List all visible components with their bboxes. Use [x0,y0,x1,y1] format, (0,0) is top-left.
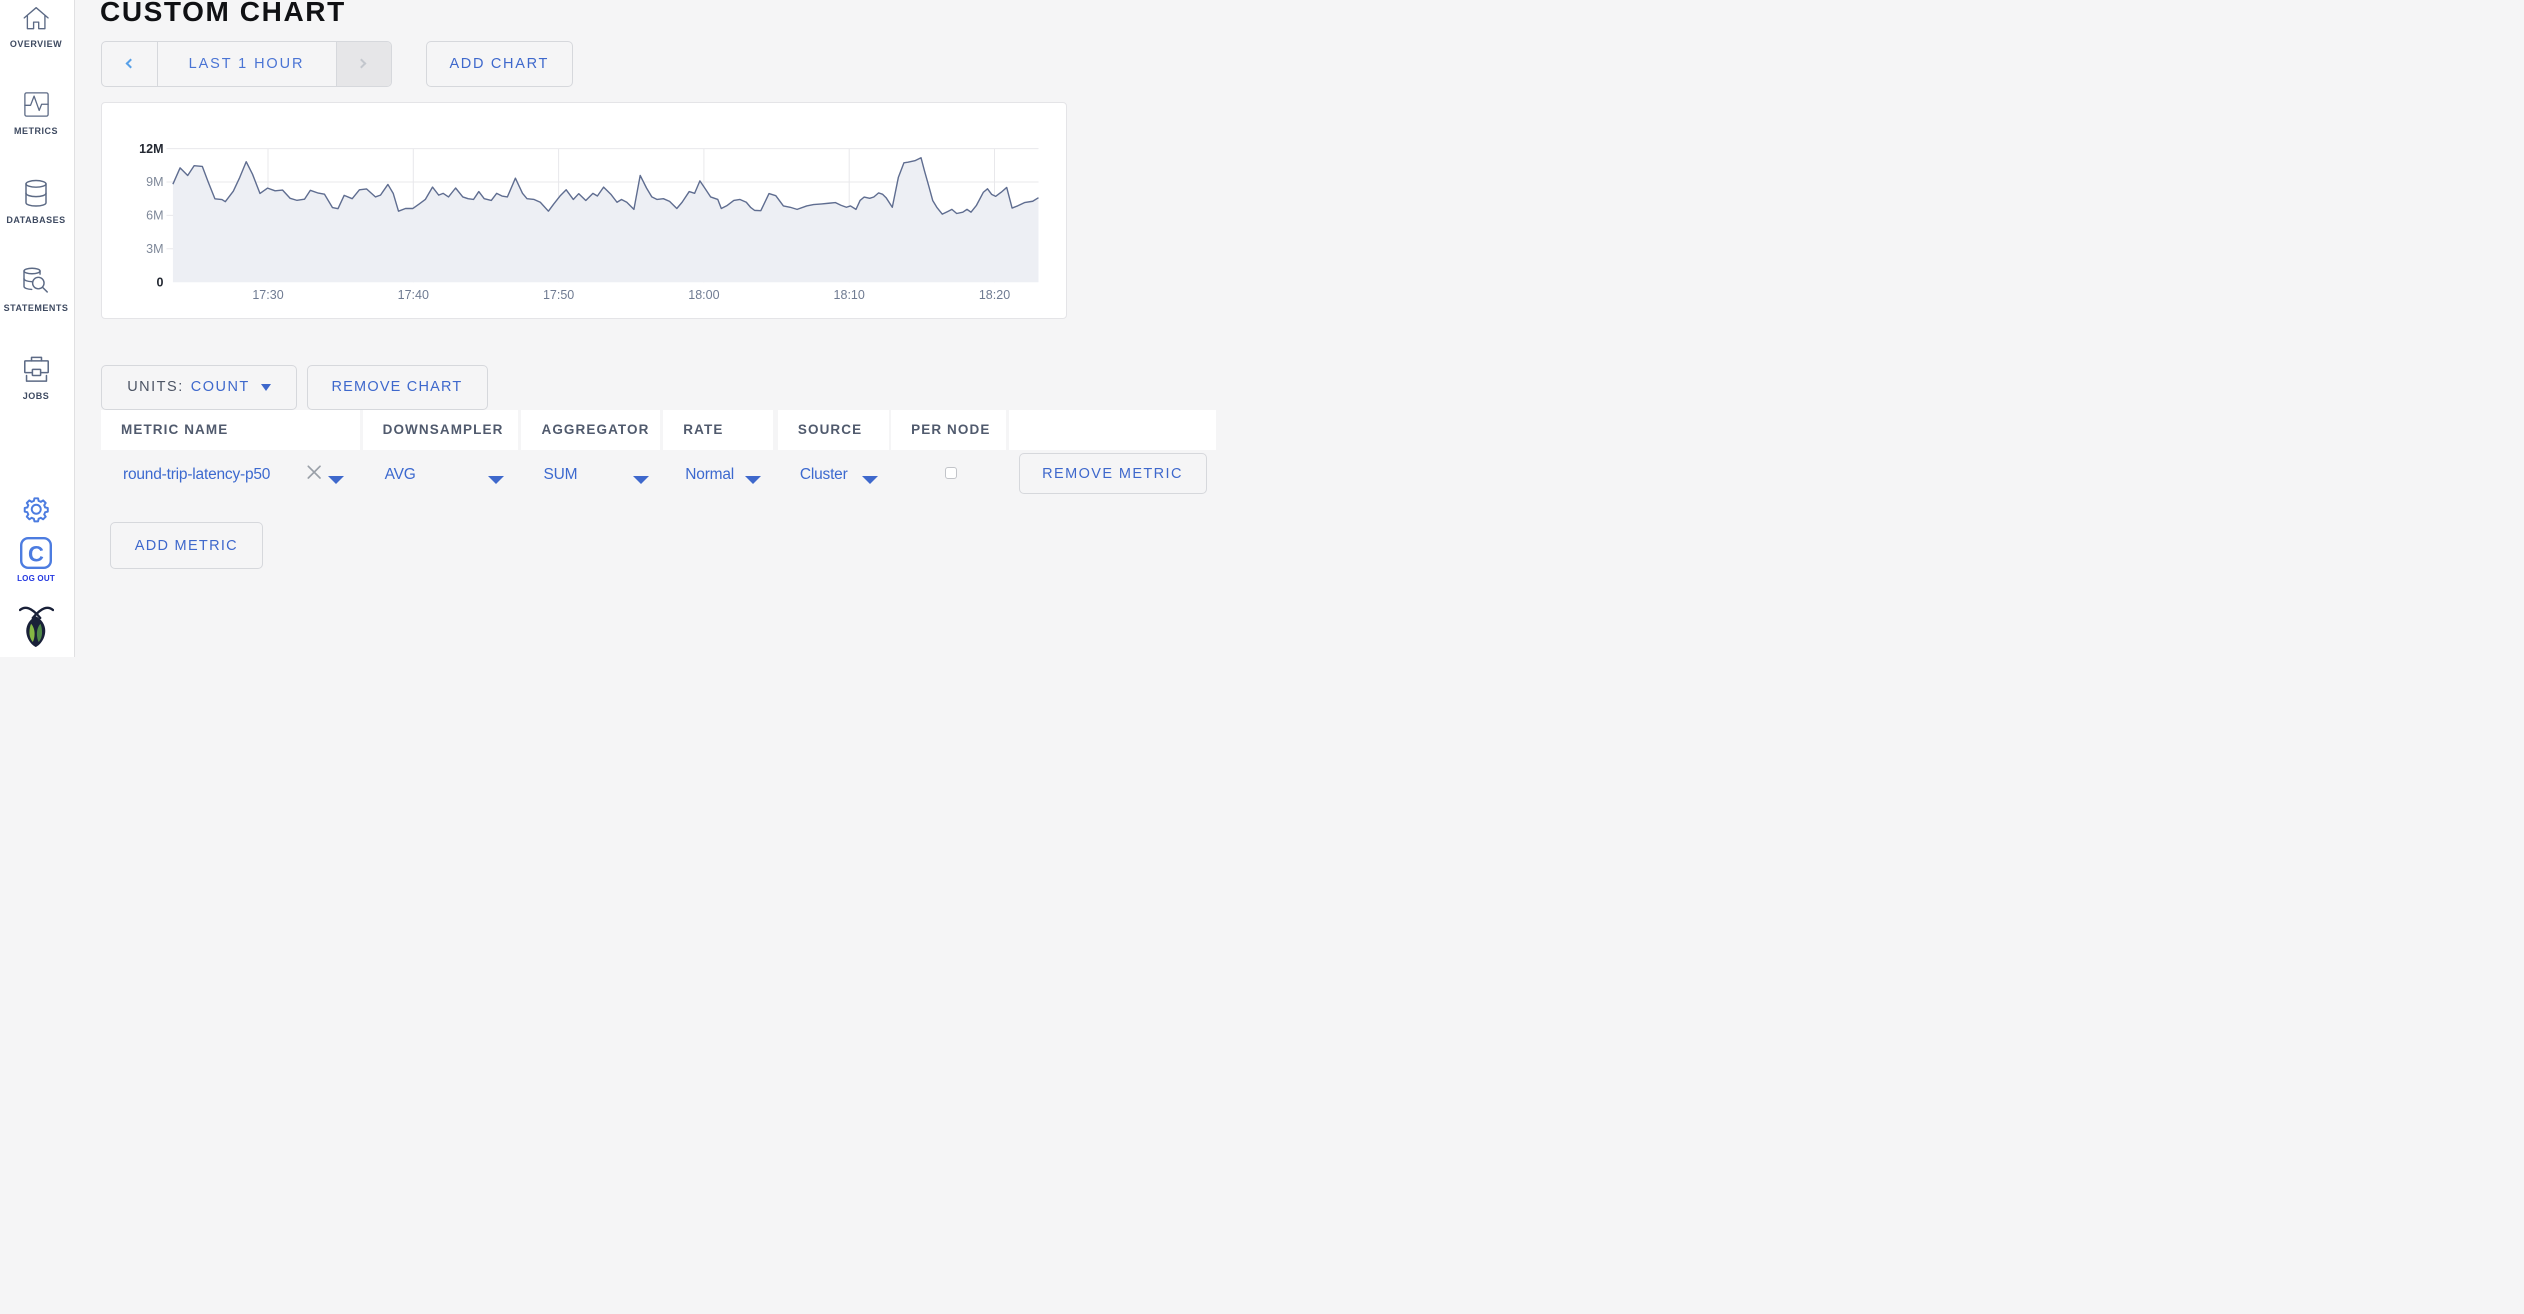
svg-text:17:30: 17:30 [252,288,283,302]
svg-text:0: 0 [156,275,163,289]
svg-text:18:00: 18:00 [688,288,719,302]
svg-text:17:50: 17:50 [542,288,573,302]
svg-text:6M: 6M [146,209,163,223]
svg-text:17:40: 17:40 [397,288,428,302]
svg-text:9M: 9M [146,175,163,189]
svg-text:18:20: 18:20 [978,288,1009,302]
svg-text:18:10: 18:10 [833,288,864,302]
svg-text:12M: 12M [139,142,163,156]
svg-text:C: C [28,541,44,566]
svg-text:3M: 3M [146,242,163,256]
